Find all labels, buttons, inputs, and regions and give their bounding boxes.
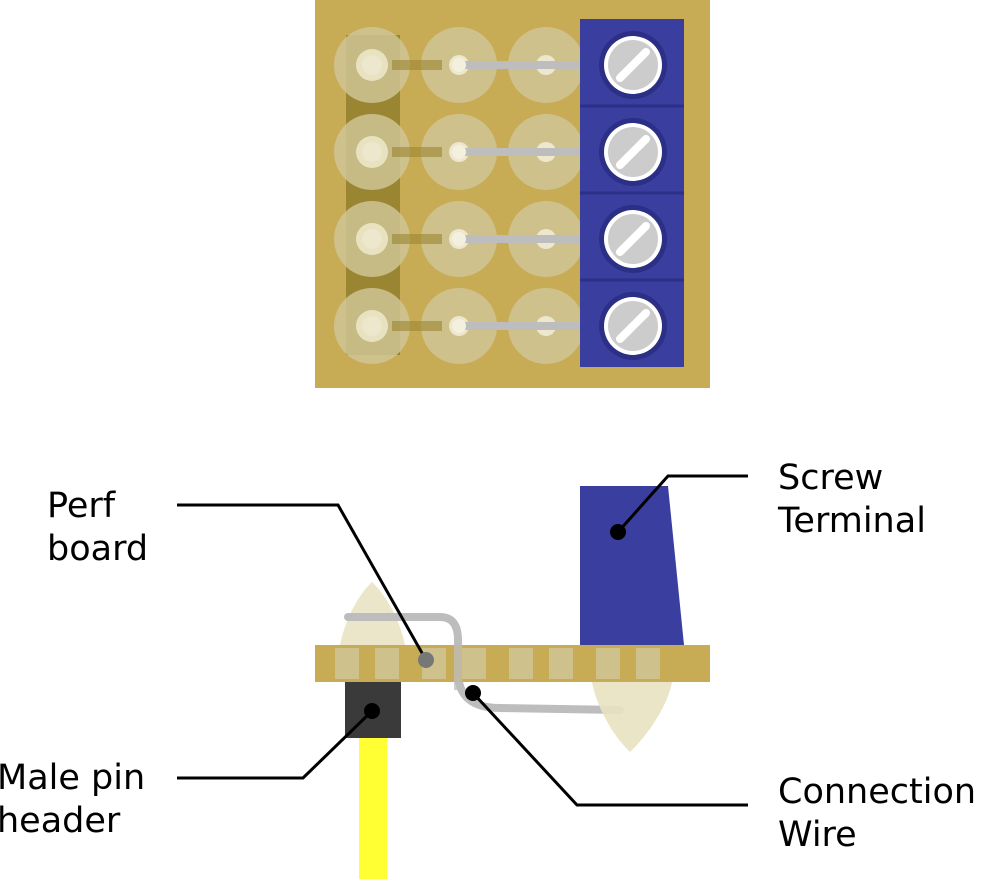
wire-end: [452, 232, 466, 246]
side-pad: [375, 648, 399, 679]
male-pin-header-leader: [177, 709, 374, 780]
side-pad: [549, 648, 573, 679]
perf-board-leader: [177, 503, 428, 661]
connection-wire-leader: [471, 691, 748, 807]
pad-hole-center: [362, 55, 382, 75]
connection-wire-dot: [465, 685, 481, 701]
pad-trace: [392, 147, 442, 157]
pad-trace: [392, 234, 442, 244]
pad-hole-center: [362, 229, 382, 249]
connection-wire-label-line2: Wire: [778, 815, 857, 855]
perf-board-label-line2: board: [47, 529, 148, 569]
screw-slot: [616, 48, 650, 82]
solder-blob-bottom: [592, 682, 672, 752]
screw-terminal-side: [580, 486, 684, 645]
screw-terminal-label-line1: Screw: [778, 458, 883, 498]
screw-slot: [616, 309, 650, 343]
side-pad: [335, 648, 359, 679]
wire-end: [452, 319, 466, 333]
pad-trace: [392, 321, 442, 331]
screw-group: [599, 31, 667, 360]
pad-hole-center: [362, 142, 382, 162]
connection-wire-label-line1: Connection: [778, 772, 976, 812]
screw-slot: [616, 135, 650, 169]
male-pin: [359, 738, 387, 879]
male-pin-header-dot: [364, 703, 380, 719]
callouts: [177, 474, 748, 807]
side-pad: [636, 648, 660, 679]
screw-terminal-leader: [616, 474, 748, 533]
top-view: [315, 0, 710, 388]
side-pad: [596, 648, 620, 679]
screw-terminal-label-line2: Terminal: [777, 501, 926, 541]
side-pad: [462, 648, 486, 679]
side-view: [315, 486, 710, 879]
terminal-dividers: [580, 104, 684, 282]
pad-trace: [392, 60, 442, 70]
perf-board-dot: [418, 652, 434, 668]
side-pad: [509, 648, 533, 679]
screw-slot: [616, 222, 650, 256]
board-side-stripes: [335, 648, 660, 679]
perf-board-label-line1: Perf: [47, 486, 116, 526]
wire-end: [452, 58, 466, 72]
screw-terminal-dot: [610, 524, 626, 540]
male-pin-header-label-line1: Male pin: [0, 758, 145, 798]
callout-dots: [364, 524, 626, 719]
wire-end: [452, 145, 466, 159]
pad-hole-center: [362, 316, 382, 336]
male-pin-header-label-line2: header: [0, 801, 121, 841]
